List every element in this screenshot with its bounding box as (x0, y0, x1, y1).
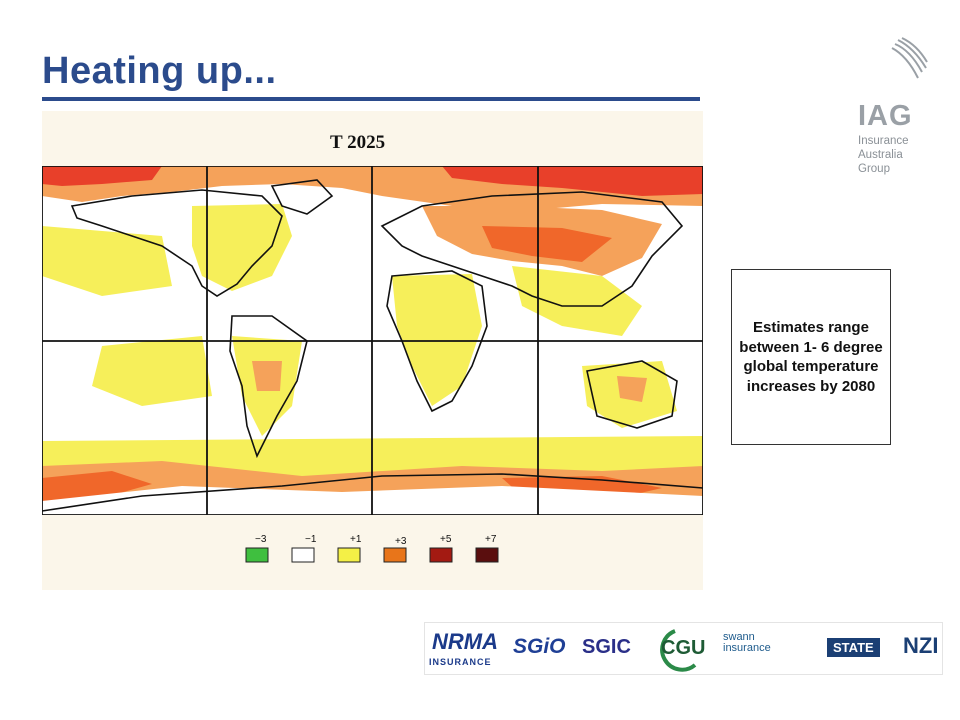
coast-greenland (270, 179, 334, 215)
heat-region-arctic-west (42, 166, 162, 186)
title-rule (42, 97, 700, 101)
logo-letters: IAG (858, 100, 913, 132)
coast-australia (586, 360, 678, 429)
legend-swatch-1 (245, 547, 269, 563)
coast-africa (386, 270, 488, 413)
coast-antarctica (42, 473, 703, 512)
map-grid (42, 166, 703, 515)
logo-sub-line-3: Group (858, 163, 890, 175)
brand-state: STATE (827, 638, 880, 657)
heat-region-asia-south (512, 266, 642, 336)
map-title: T 2025 (330, 132, 386, 153)
page-title: Heating up... (42, 50, 277, 92)
coast-north-america (70, 189, 283, 297)
heat-region-north-america (192, 204, 292, 291)
legend-tick-3: +1 (350, 534, 362, 545)
temperature-legend: −3 −1 +1 +3 +5 +7 (245, 534, 499, 563)
heat-region-arctic-red (442, 166, 703, 196)
legend-tick-2: −1 (305, 534, 317, 545)
estimate-note-box: Estimates range between 1- 6 degree glob… (731, 269, 891, 445)
heat-region-australia-core (617, 376, 647, 402)
brand-nrma-subtitle: INSURANCE (429, 657, 492, 667)
heat-region-pacific-north (42, 226, 172, 296)
brand-strip: NRMA INSURANCE SGiO SGIC CGU swann insur… (424, 622, 943, 675)
legend-tick-6: +7 (485, 534, 497, 545)
brand-sgic: SGIC (582, 636, 631, 658)
world-temperature-map (42, 166, 703, 515)
legend-swatch-3 (337, 547, 361, 563)
heat-region-south-america-core (252, 361, 282, 391)
coast-europe-asia (380, 191, 684, 307)
brand-sgio: SGiO (513, 635, 566, 658)
legend-swatch-6 (475, 547, 499, 563)
heat-region-eurasia-core (482, 226, 612, 262)
legend-tick-5: +5 (440, 534, 452, 545)
brand-cgu: CGU (661, 637, 706, 659)
coastlines (42, 179, 703, 512)
heat-region-southern-red-left (42, 471, 152, 501)
brand-swann-line-1: swann (723, 631, 755, 643)
legend-swatch-5 (429, 547, 453, 563)
legend-tick-1: −3 (255, 534, 267, 545)
legend-swatch-2 (291, 547, 315, 563)
brand-swann: swann insurance (723, 632, 771, 654)
heat-region-africa (392, 274, 482, 406)
estimate-note-text: Estimates range between 1- 6 degree glob… (739, 319, 883, 395)
logo-sub-line-2: Australia (858, 149, 903, 161)
brand-nzi: NZI (903, 633, 939, 658)
brand-nrma: NRMA (432, 629, 498, 654)
coast-south-america (229, 315, 308, 459)
cgu-swirl-icon (660, 629, 697, 672)
brand-swann-line-2: insurance (723, 642, 771, 654)
legend-swatch-4 (383, 547, 407, 563)
heat-region-pacific-mid (92, 336, 212, 406)
legend-tick-4: +3 (395, 536, 407, 547)
logo-sub-line-1: Insurance (858, 135, 909, 147)
logo-subtitle: Insurance Australia Group (858, 134, 909, 176)
crescent-swirl-logo-icon (868, 34, 928, 93)
